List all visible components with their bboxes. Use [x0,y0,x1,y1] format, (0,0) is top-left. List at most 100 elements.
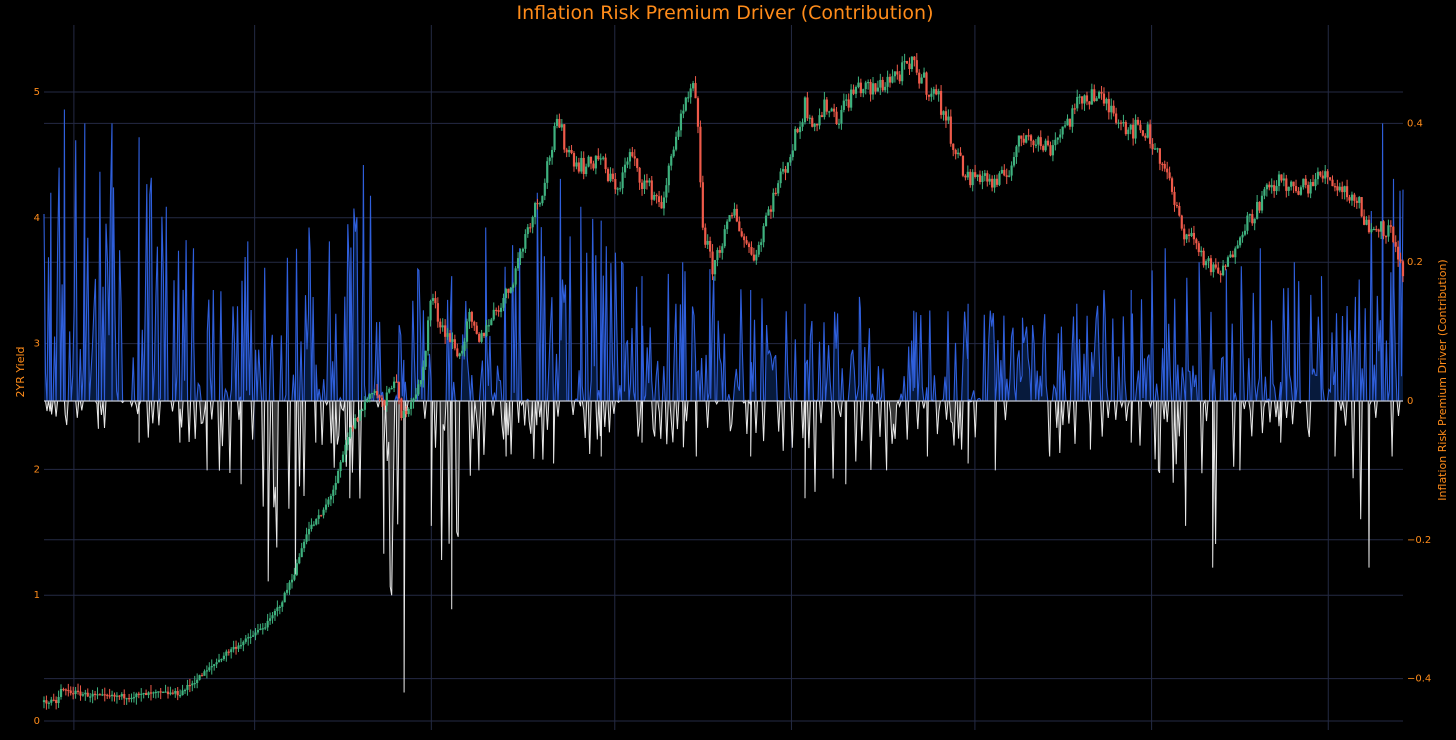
candle-body [1290,181,1293,187]
candle-body [154,691,157,694]
candle-body [373,391,376,394]
candle-body [1015,146,1018,157]
candle-body [371,393,374,395]
candle-body [1389,225,1392,227]
candle-body [1071,108,1074,127]
candle-body [516,258,520,269]
candle-body [74,690,77,694]
candle-body [898,74,901,82]
candle-body [96,694,99,696]
candle-body [650,180,653,200]
candle-body [378,395,381,398]
candle-body [327,499,330,505]
candle-body [1370,229,1373,233]
candle-body [390,387,393,390]
candle-body [777,183,780,194]
candle-body [344,444,347,455]
candle-body [901,62,904,82]
candle-body [1190,232,1193,237]
candle-body [998,173,1001,185]
candle-body [769,209,773,212]
candle-body [1042,146,1045,151]
candle-body [145,693,148,696]
candle-body [456,348,459,357]
candle-body [1224,265,1227,267]
candle-body [983,173,986,176]
candle-body [1345,186,1349,198]
candle-body [750,247,753,255]
candle-body [1348,197,1351,201]
candle-body [261,628,264,630]
candle-body [529,227,532,229]
candle-body [1292,181,1295,187]
candle-body [1117,122,1120,124]
candle-body [1319,171,1322,176]
candle-body [186,684,189,690]
candle-body [830,108,833,112]
candle-body [920,77,923,84]
candle-body [1090,89,1093,105]
candle-body [1066,118,1069,126]
candle-body [760,242,763,245]
candle-body [300,548,303,558]
candle-body [1372,228,1375,231]
candle-body [47,702,50,704]
candle-body [930,93,933,97]
candle-body [1039,137,1042,147]
candle-body [191,683,194,686]
candle-body [1328,177,1332,180]
candle-body [1173,191,1176,205]
candle-body [640,182,644,189]
candle-body [538,203,542,205]
candle-body [1355,200,1358,203]
candle-body [609,173,612,182]
candle-body [1248,214,1251,216]
candle-body [286,589,289,593]
candle-body [991,178,994,188]
candle-body [1285,178,1288,191]
candle-body [716,250,719,261]
candle-body [910,56,914,70]
candle-body [1195,239,1198,244]
candle-body [225,651,228,656]
candle-body [149,692,153,694]
candle-body [62,688,65,691]
candle-body [392,381,396,388]
candle-body [1044,140,1047,151]
candle-body [67,689,70,692]
candle-body [439,321,442,328]
candle-body [254,632,257,636]
candle-body [142,693,145,695]
chart-title: Inflation Risk Premium Driver (Contribut… [517,2,934,24]
candle-body [1399,259,1402,262]
candle-body [636,158,639,168]
candle-body [64,689,67,691]
candle-body [585,166,588,175]
candle-body [1132,124,1135,139]
candle-body [93,693,97,695]
candle-body [1187,234,1191,237]
candle-body [179,695,182,697]
candle-body [475,325,478,334]
candle-body [864,82,867,90]
candle-body [1134,119,1137,139]
candle-body [1234,248,1237,258]
candle-body [446,333,449,337]
candle-body [1051,145,1055,156]
y-axis-left-label: 2YR Yield [14,346,27,397]
candle-body [1032,140,1035,146]
candle-body [575,162,578,167]
candle-body [657,196,661,202]
candle-body [752,254,755,261]
candle-body [351,427,354,429]
candle-body [169,692,172,695]
candle-body [648,180,651,183]
candle-body [1239,237,1242,246]
candle-body [837,123,841,125]
candle-body [850,89,853,108]
candle-body [395,381,398,383]
candle-body [927,94,931,97]
candle-body [687,97,690,99]
candle-body [949,116,952,144]
candle-body [828,111,831,113]
